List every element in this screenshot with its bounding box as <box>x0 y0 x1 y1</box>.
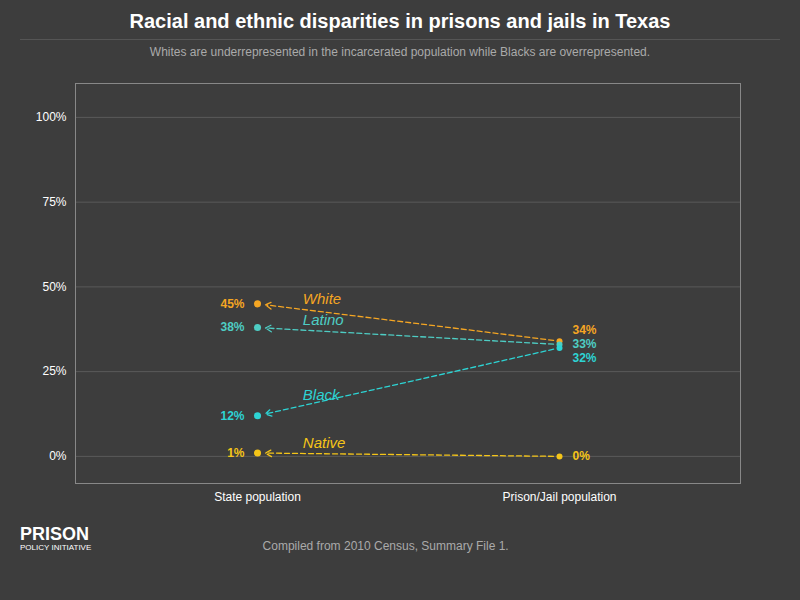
html-text:Compiled from 2010 Census, Sum: Compiled from 2010 Census, Summary File … <box>262 538 509 553</box>
svg-text:50%: 50% <box>42 280 66 294</box>
html-text:PRISON: PRISON <box>20 524 89 544</box>
svg-text:33%: 33% <box>573 337 597 351</box>
html-text:Racial and ethnic disparities: Racial and ethnic disparities in prisons… <box>129 10 671 32</box>
svg-text:34%: 34% <box>573 323 597 337</box>
svg-text:25%: 25% <box>42 364 66 378</box>
svg-text:75%: 75% <box>42 195 66 209</box>
svg-text:1%: 1% <box>227 446 245 460</box>
svg-text:Latino: Latino <box>303 311 344 328</box>
svg-text:Prison/Jail population: Prison/Jail population <box>502 490 616 504</box>
svg-text:32%: 32% <box>573 351 597 365</box>
svg-text:Black: Black <box>303 386 341 403</box>
svg-text:0%: 0% <box>573 449 591 463</box>
svg-text:100%: 100% <box>36 110 67 124</box>
svg-text:38%: 38% <box>220 320 244 334</box>
html-text:Whites are underrepresented in: Whites are underrepresented in the incar… <box>149 45 651 59</box>
svg-text:12%: 12% <box>220 409 244 423</box>
svg-text:0%: 0% <box>49 449 67 463</box>
svg-text:State population: State population <box>214 490 301 504</box>
html-text:POLICY INITIATIVE: POLICY INITIATIVE <box>20 543 92 552</box>
svg-text:White: White <box>303 290 341 307</box>
svg-text:45%: 45% <box>220 297 244 311</box>
svg-text:Native: Native <box>303 434 346 451</box>
